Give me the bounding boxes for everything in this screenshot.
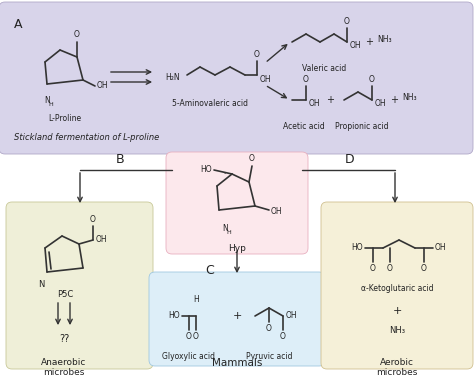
Text: O: O bbox=[193, 332, 199, 341]
Text: O: O bbox=[280, 332, 286, 341]
Text: OH: OH bbox=[260, 74, 272, 83]
Text: Acetic acid: Acetic acid bbox=[283, 122, 325, 131]
FancyBboxPatch shape bbox=[149, 272, 325, 366]
Text: OH: OH bbox=[350, 41, 362, 50]
Text: H₂N: H₂N bbox=[165, 73, 180, 82]
Text: +: + bbox=[232, 311, 242, 321]
Text: NH₃: NH₃ bbox=[389, 326, 405, 335]
Text: O: O bbox=[421, 264, 427, 273]
Text: +: + bbox=[326, 95, 334, 105]
Text: α-Ketoglutaric acid: α-Ketoglutaric acid bbox=[361, 284, 433, 293]
Text: Propionic acid: Propionic acid bbox=[335, 122, 389, 131]
Text: P5C: P5C bbox=[57, 290, 73, 299]
Text: Aerobic
microbes: Aerobic microbes bbox=[376, 358, 418, 376]
Text: O: O bbox=[186, 332, 192, 341]
Text: H: H bbox=[49, 102, 54, 107]
Text: NH₃: NH₃ bbox=[403, 92, 417, 102]
Text: +: + bbox=[390, 95, 398, 105]
Text: D: D bbox=[345, 153, 355, 166]
Text: Hyp: Hyp bbox=[228, 244, 246, 253]
Text: L-Proline: L-Proline bbox=[48, 114, 82, 123]
FancyBboxPatch shape bbox=[6, 202, 153, 369]
Text: ..: .. bbox=[223, 170, 227, 174]
Text: OH: OH bbox=[375, 99, 387, 108]
Text: O: O bbox=[254, 50, 260, 59]
Text: OH: OH bbox=[435, 244, 447, 253]
Text: O: O bbox=[266, 324, 272, 333]
Text: O: O bbox=[303, 75, 309, 84]
Text: O: O bbox=[369, 75, 375, 84]
Text: 5-Aminovaleric acid: 5-Aminovaleric acid bbox=[172, 99, 248, 108]
Text: A: A bbox=[14, 18, 22, 31]
FancyBboxPatch shape bbox=[166, 152, 308, 254]
Text: O: O bbox=[249, 154, 255, 163]
Text: O: O bbox=[90, 215, 96, 224]
Text: OH: OH bbox=[271, 206, 283, 215]
Text: OH: OH bbox=[286, 311, 298, 320]
Text: B: B bbox=[116, 153, 124, 166]
Text: OH: OH bbox=[309, 99, 320, 108]
Text: N: N bbox=[38, 280, 44, 289]
Text: C: C bbox=[206, 264, 214, 276]
Text: Valeric acid: Valeric acid bbox=[302, 64, 346, 73]
Text: N: N bbox=[44, 96, 50, 105]
Text: Anaerobic
microbes: Anaerobic microbes bbox=[41, 358, 87, 376]
Text: OH: OH bbox=[96, 235, 108, 244]
Text: N: N bbox=[222, 224, 228, 233]
Text: NH₃: NH₃ bbox=[378, 35, 392, 44]
Text: +: + bbox=[392, 306, 401, 316]
FancyBboxPatch shape bbox=[321, 202, 473, 369]
Text: H: H bbox=[193, 295, 199, 304]
Text: Pyruvic acid: Pyruvic acid bbox=[246, 352, 292, 361]
Text: Glyoxylic acid: Glyoxylic acid bbox=[163, 352, 216, 361]
Text: H: H bbox=[227, 230, 231, 235]
Text: HO: HO bbox=[351, 244, 363, 253]
Text: ??: ?? bbox=[59, 334, 69, 344]
Text: O: O bbox=[387, 264, 393, 273]
Text: HO: HO bbox=[168, 311, 180, 320]
Text: O: O bbox=[74, 30, 80, 39]
Text: O: O bbox=[344, 17, 350, 26]
Text: Mammals: Mammals bbox=[212, 358, 262, 368]
Text: O: O bbox=[370, 264, 376, 273]
Text: +: + bbox=[365, 37, 373, 47]
Text: HO: HO bbox=[201, 165, 212, 174]
Text: Stickland fermentation of L-proline: Stickland fermentation of L-proline bbox=[14, 133, 159, 142]
FancyBboxPatch shape bbox=[0, 2, 473, 154]
Text: OH: OH bbox=[97, 82, 109, 91]
